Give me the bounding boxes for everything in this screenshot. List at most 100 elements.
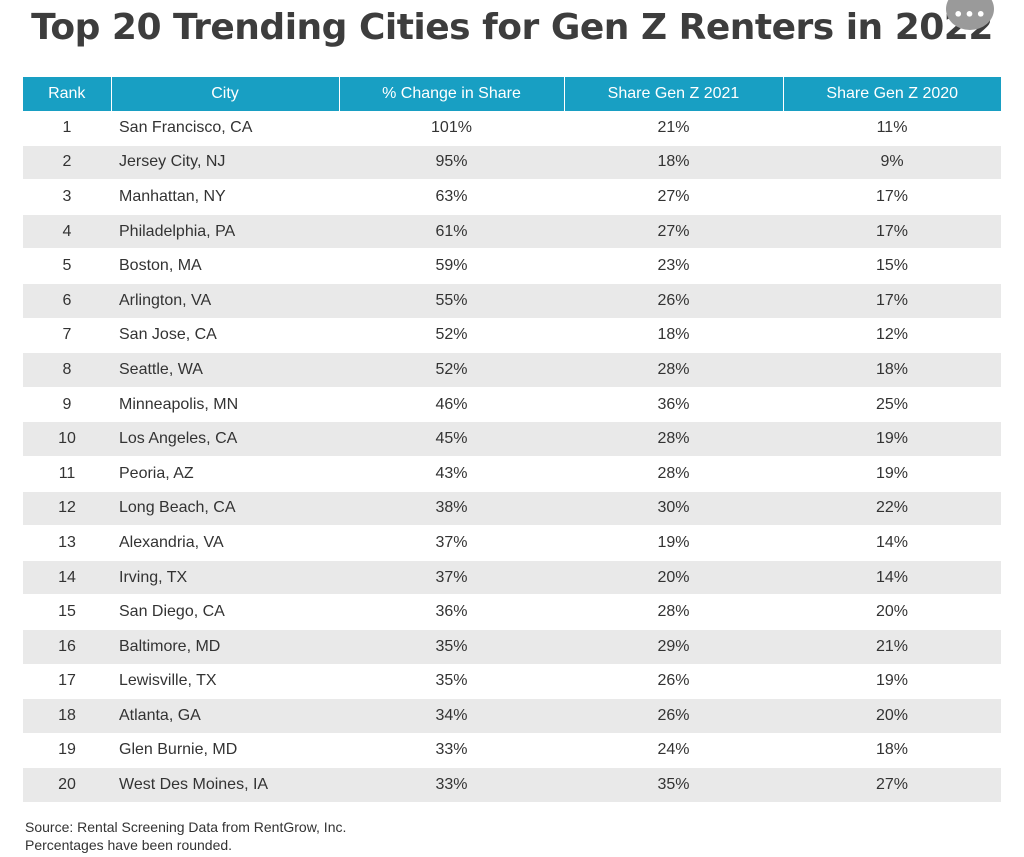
cell-rank: 4 bbox=[23, 214, 111, 250]
cell-share-2021: 27% bbox=[564, 179, 783, 215]
more-options-icon: ••• bbox=[953, 5, 987, 24]
cell-change-in-share: 63% bbox=[339, 179, 564, 215]
cell-share-2021: 28% bbox=[564, 352, 783, 388]
cell-share-2021: 19% bbox=[564, 525, 783, 561]
cell-share-2020: 18% bbox=[783, 352, 1001, 388]
cell-change-in-share: 52% bbox=[339, 352, 564, 388]
source-note: Source: Rental Screening Data from RentG… bbox=[25, 819, 347, 835]
table-row: 9 Minneapolis, MN 46% 36% 25% bbox=[23, 387, 1001, 423]
table-row: 5 Boston, MA 59% 23% 15% bbox=[23, 248, 1001, 284]
cell-change-in-share: 33% bbox=[339, 767, 564, 803]
cell-rank: 14 bbox=[23, 560, 111, 596]
table-row: 17 Lewisville, TX 35% 26% 19% bbox=[23, 664, 1001, 700]
cell-share-2020: 21% bbox=[783, 629, 1001, 665]
cell-share-2021: 29% bbox=[564, 629, 783, 665]
cell-city: San Diego, CA bbox=[111, 594, 339, 630]
cell-rank: 3 bbox=[23, 179, 111, 215]
cell-share-2020: 19% bbox=[783, 664, 1001, 700]
cell-rank: 12 bbox=[23, 491, 111, 527]
cell-share-2020: 9% bbox=[783, 145, 1001, 181]
footnotes: Source: Rental Screening Data from RentG… bbox=[25, 818, 346, 854]
cell-city: Baltimore, MD bbox=[111, 629, 339, 665]
cell-share-2021: 18% bbox=[564, 145, 783, 181]
table-row: 10 Los Angeles, CA 45% 28% 19% bbox=[23, 421, 1001, 457]
cell-share-2020: 15% bbox=[783, 248, 1001, 284]
cell-share-2020: 20% bbox=[783, 594, 1001, 630]
cell-city: Philadelphia, PA bbox=[111, 214, 339, 250]
cell-city: Peoria, AZ bbox=[111, 456, 339, 492]
more-options-button[interactable]: ••• bbox=[946, 0, 994, 30]
cell-city: Long Beach, CA bbox=[111, 491, 339, 527]
cell-change-in-share: 33% bbox=[339, 733, 564, 769]
table-row: 6 Arlington, VA 55% 26% 17% bbox=[23, 283, 1001, 319]
cell-share-2020: 14% bbox=[783, 525, 1001, 561]
cell-rank: 9 bbox=[23, 387, 111, 423]
cell-share-2021: 27% bbox=[564, 214, 783, 250]
table-row: 13 Alexandria, VA 37% 19% 14% bbox=[23, 525, 1001, 561]
cell-share-2020: 17% bbox=[783, 214, 1001, 250]
cell-share-2020: 22% bbox=[783, 491, 1001, 527]
cell-change-in-share: 52% bbox=[339, 318, 564, 354]
header-share-2020: Share Gen Z 2020 bbox=[782, 77, 1001, 111]
table-row: 2 Jersey City, NJ 95% 18% 9% bbox=[23, 145, 1001, 181]
cell-share-2021: 18% bbox=[564, 318, 783, 354]
cell-share-2020: 14% bbox=[783, 560, 1001, 596]
cell-change-in-share: 55% bbox=[339, 283, 564, 319]
cell-share-2020: 19% bbox=[783, 456, 1001, 492]
cell-change-in-share: 95% bbox=[339, 145, 564, 181]
table-row: 1 San Francisco, CA 101% 21% 11% bbox=[23, 111, 1001, 146]
cell-change-in-share: 38% bbox=[339, 491, 564, 527]
cell-rank: 17 bbox=[23, 664, 111, 700]
header-share-2021: Share Gen Z 2021 bbox=[563, 77, 784, 111]
table-row: 7 San Jose, CA 52% 18% 12% bbox=[23, 318, 1001, 354]
cell-share-2020: 25% bbox=[783, 387, 1001, 423]
cell-change-in-share: 37% bbox=[339, 560, 564, 596]
cell-share-2020: 20% bbox=[783, 698, 1001, 734]
cell-share-2021: 28% bbox=[564, 421, 783, 457]
cell-rank: 2 bbox=[23, 145, 111, 181]
table-row: 20 West Des Moines, IA 33% 35% 27% bbox=[23, 767, 1001, 803]
table-row: 3 Manhattan, NY 63% 27% 17% bbox=[23, 179, 1001, 215]
cell-rank: 16 bbox=[23, 629, 111, 665]
trending-cities-table: Rank City % Change in Share Share Gen Z … bbox=[23, 77, 1001, 803]
cell-rank: 10 bbox=[23, 421, 111, 457]
cell-rank: 19 bbox=[23, 733, 111, 769]
cell-city: San Jose, CA bbox=[111, 318, 339, 354]
cell-rank: 11 bbox=[23, 456, 111, 492]
table-row: 18 Atlanta, GA 34% 26% 20% bbox=[23, 698, 1001, 734]
cell-change-in-share: 34% bbox=[339, 698, 564, 734]
cell-share-2020: 27% bbox=[783, 767, 1001, 803]
cell-city: Minneapolis, MN bbox=[111, 387, 339, 423]
table-row: 11 Peoria, AZ 43% 28% 19% bbox=[23, 456, 1001, 492]
table-row: 4 Philadelphia, PA 61% 27% 17% bbox=[23, 214, 1001, 250]
cell-rank: 6 bbox=[23, 283, 111, 319]
cell-change-in-share: 61% bbox=[339, 214, 564, 250]
cell-city: Arlington, VA bbox=[111, 283, 339, 319]
cell-share-2020: 17% bbox=[783, 179, 1001, 215]
cell-share-2020: 11% bbox=[783, 111, 1001, 146]
header-city: City bbox=[110, 77, 340, 111]
table-row: 14 Irving, TX 37% 20% 14% bbox=[23, 560, 1001, 596]
cell-city: Glen Burnie, MD bbox=[111, 733, 339, 769]
cell-city: West Des Moines, IA bbox=[111, 767, 339, 803]
cell-change-in-share: 101% bbox=[339, 111, 564, 146]
table-row: 8 Seattle, WA 52% 28% 18% bbox=[23, 352, 1001, 388]
cell-rank: 13 bbox=[23, 525, 111, 561]
cell-city: Irving, TX bbox=[111, 560, 339, 596]
cell-rank: 20 bbox=[23, 767, 111, 803]
table-row: 15 San Diego, CA 36% 28% 20% bbox=[23, 594, 1001, 630]
header-rank: Rank bbox=[23, 77, 112, 111]
cell-share-2020: 12% bbox=[783, 318, 1001, 354]
cell-share-2020: 19% bbox=[783, 421, 1001, 457]
cell-city: Boston, MA bbox=[111, 248, 339, 284]
cell-share-2021: 26% bbox=[564, 664, 783, 700]
cell-city: Seattle, WA bbox=[111, 352, 339, 388]
cell-share-2021: 26% bbox=[564, 698, 783, 734]
cell-change-in-share: 45% bbox=[339, 421, 564, 457]
cell-share-2021: 35% bbox=[564, 767, 783, 803]
cell-city: Jersey City, NJ bbox=[111, 145, 339, 181]
cell-share-2021: 28% bbox=[564, 594, 783, 630]
cell-rank: 1 bbox=[23, 111, 111, 146]
cell-share-2020: 17% bbox=[783, 283, 1001, 319]
table-header-row: Rank City % Change in Share Share Gen Z … bbox=[23, 77, 1001, 111]
